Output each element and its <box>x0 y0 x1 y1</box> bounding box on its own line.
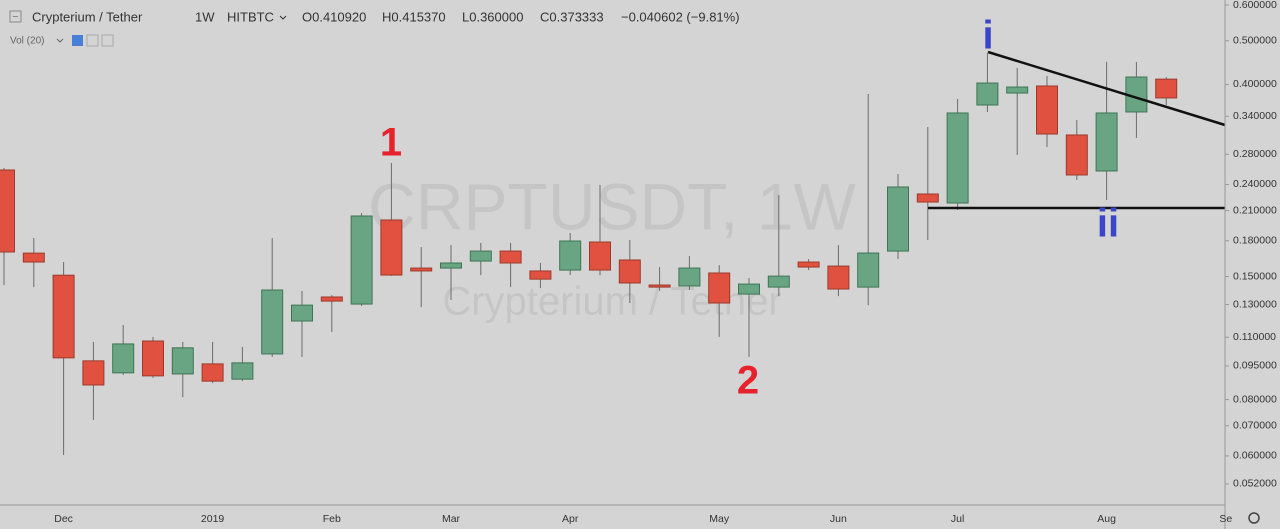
candle-body <box>171 347 194 375</box>
indicator-label: Vol (20) <box>10 36 44 47</box>
x-tick-label: 2019 <box>201 513 225 525</box>
x-tick-label: Feb <box>323 513 341 525</box>
annotation: i <box>982 14 993 58</box>
y-tick-label: 0.280000 <box>1233 148 1277 160</box>
candle-body <box>142 340 164 377</box>
candle-body <box>1155 78 1178 99</box>
x-tick-label: Jun <box>830 513 847 525</box>
candle-body <box>738 283 760 295</box>
candle-body <box>767 275 790 288</box>
x-tick-label: Se <box>1219 513 1232 525</box>
annotation: 2 <box>737 359 759 403</box>
exchange: HITBTC <box>227 9 274 24</box>
candle-body <box>589 241 611 271</box>
candle-body <box>857 252 880 288</box>
candle-body <box>797 261 820 268</box>
ohlc-open: O0.410920 <box>302 9 366 24</box>
candle-body <box>827 265 850 290</box>
y-tick-label: 0.600000 <box>1233 0 1277 11</box>
annotation: ii <box>1097 202 1119 246</box>
candle-body <box>320 296 343 302</box>
y-tick-label: 0.500000 <box>1233 35 1277 47</box>
y-tick-label: 0.130000 <box>1233 298 1277 310</box>
candle-body <box>618 259 641 284</box>
collapse-icon[interactable] <box>9 10 22 23</box>
candle-body <box>231 362 254 380</box>
watermark: CRPTUSDT, 1W <box>368 169 856 243</box>
candle-body <box>529 270 552 280</box>
candles <box>0 52 1178 455</box>
ohlc-high: H0.415370 <box>382 9 446 24</box>
settings-gear[interactable] <box>1248 512 1260 524</box>
y-tick-label: 0.080000 <box>1233 393 1277 405</box>
x-tick-label: Mar <box>442 513 461 525</box>
candle-body <box>946 112 969 204</box>
interval: 1W <box>195 9 215 24</box>
x-tick-label: Aug <box>1097 513 1116 525</box>
indicator-dropdown[interactable] <box>56 38 64 43</box>
candle-body <box>1095 112 1118 172</box>
x-tick-label: Jul <box>951 513 964 525</box>
ohlc-close: C0.373333 <box>540 9 604 24</box>
x-tick-label: Apr <box>562 513 579 525</box>
candle-body <box>499 250 522 264</box>
candle-body <box>976 82 999 106</box>
y-tick-label: 0.240000 <box>1233 178 1277 190</box>
candle-body <box>52 274 75 359</box>
candle-body <box>916 193 939 203</box>
candle-body <box>440 262 462 269</box>
candle-body <box>559 240 582 271</box>
y-tick-label: 0.340000 <box>1233 110 1277 122</box>
remove-icon[interactable] <box>101 34 114 47</box>
candle-body <box>648 284 671 288</box>
candle-body <box>261 289 284 355</box>
candle-body <box>1036 85 1058 135</box>
y-tick-label: 0.180000 <box>1233 235 1277 247</box>
candle-body <box>1065 134 1088 176</box>
settings-icon[interactable] <box>86 34 99 47</box>
candle-body <box>887 186 909 252</box>
y-tick-label: 0.052000 <box>1233 478 1277 490</box>
candle-body <box>380 219 403 276</box>
y-tick-label: 0.150000 <box>1233 270 1277 282</box>
candle-body <box>678 267 701 287</box>
candle-body <box>410 267 433 272</box>
y-tick-label: 0.110000 <box>1233 331 1276 343</box>
annotation: 1 <box>380 121 402 165</box>
candle-body <box>1006 86 1029 94</box>
candle-body <box>350 215 373 305</box>
candle-body <box>112 343 135 374</box>
trend-line <box>987 50 1226 127</box>
y-tick-label: 0.400000 <box>1233 78 1277 90</box>
candle-body <box>291 304 313 322</box>
x-tick-label: May <box>709 513 730 525</box>
y-tick-label: 0.070000 <box>1233 420 1277 432</box>
candle-body <box>22 252 45 263</box>
y-tick-label: 0.095000 <box>1233 360 1277 372</box>
candle-body <box>0 169 15 253</box>
x-tick-label: Dec <box>54 513 73 525</box>
candle-body <box>708 272 731 304</box>
candle-body <box>82 360 105 386</box>
exchange-dropdown[interactable] <box>279 15 287 20</box>
candle-body <box>469 250 492 262</box>
ohlc-low: L0.360000 <box>462 9 523 24</box>
ohlc-change: −0.040602 (−9.81%) <box>621 9 740 24</box>
y-tick-label: 0.210000 <box>1233 204 1277 216</box>
visibility-icon[interactable] <box>72 35 83 46</box>
watermark: Crypterium / Tether <box>442 280 781 324</box>
symbol-title: Crypterium / Tether <box>32 9 143 24</box>
y-tick-label: 0.060000 <box>1233 450 1277 462</box>
candle-body <box>201 363 224 382</box>
